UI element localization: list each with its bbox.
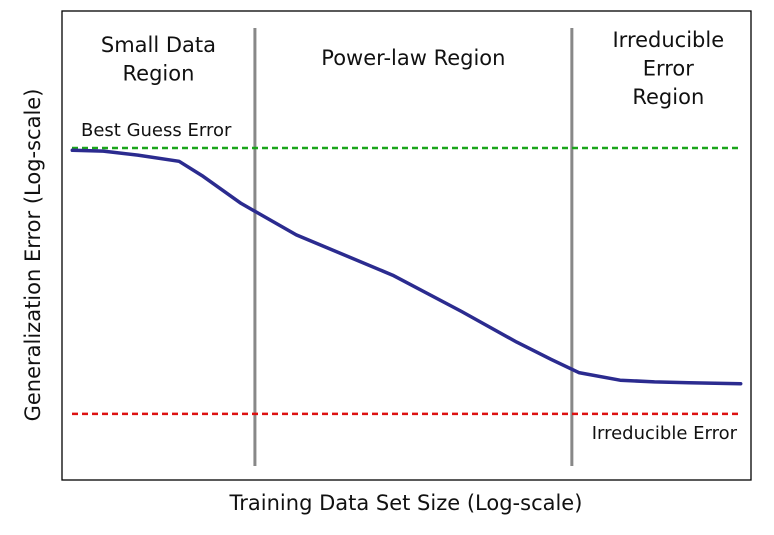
series-line-1: [70, 148, 743, 386]
region-label-2: Power-law Region: [321, 46, 505, 70]
region-label-3: Irreducible Error Region: [612, 28, 724, 109]
annotation-labels: Best Guess Error Irreducible Error Small D…: [81, 28, 738, 444]
series-group: [70, 148, 743, 386]
region-label-1: Small Data Region: [101, 33, 216, 86]
reference-lines: [72, 146, 738, 416]
y-axis-label: Generalization Error (Log-scale): [21, 89, 45, 422]
plot-frame: [61, 10, 752, 481]
reference-line-label-1: Best Guess Error: [81, 120, 232, 141]
reference-line-label-2: Irreducible Error: [592, 423, 738, 444]
region-boundaries: [253, 28, 574, 466]
x-axis-label: Training Data Set Size (Log-scale): [229, 491, 583, 515]
